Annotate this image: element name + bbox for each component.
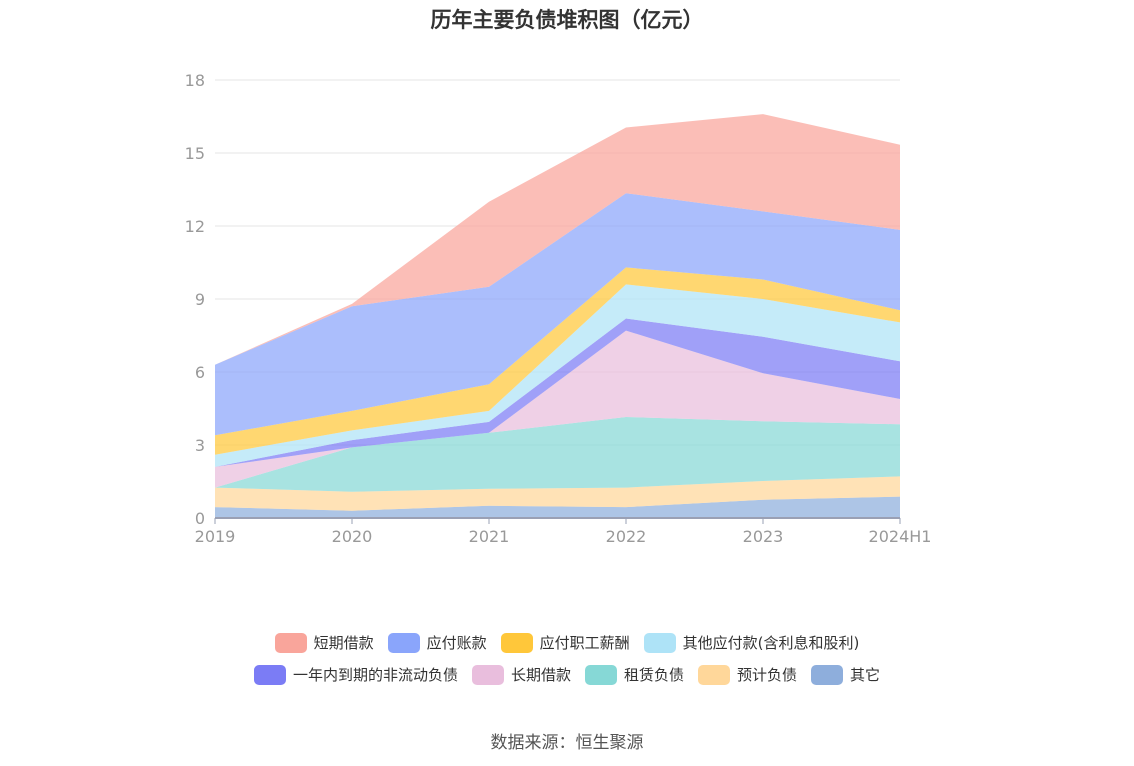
source-note: 数据来源：恒生聚源 xyxy=(490,733,644,753)
area-series-4 xyxy=(215,318,900,467)
legend-label: 一年内到期的非流动负债 xyxy=(292,666,458,684)
legend-swatch xyxy=(698,664,730,685)
legend-item[interactable]: 一年内到期的非流动负债 xyxy=(253,664,458,685)
y-tick-label: 0 xyxy=(195,509,205,528)
y-tick-label: 3 xyxy=(195,436,205,455)
legend-item[interactable]: 其他应付款(含利息和股利) xyxy=(643,632,860,653)
legend-item[interactable]: 预计负债 xyxy=(698,664,797,685)
legend-label: 应付账款 xyxy=(426,634,487,652)
chart-title: 历年主要负债堆积图（亿元） xyxy=(430,8,704,32)
legend-item[interactable]: 短期借款 xyxy=(274,632,374,653)
y-tick-label: 6 xyxy=(195,363,205,382)
area-series-1 xyxy=(215,476,900,511)
legend-swatch xyxy=(471,664,504,685)
legend-label: 短期借款 xyxy=(313,634,374,652)
legend-label: 租赁负债 xyxy=(623,666,684,684)
legend-label: 其它 xyxy=(850,666,881,684)
legend-item[interactable]: 其它 xyxy=(811,664,880,685)
area-series-8 xyxy=(215,114,900,365)
area-series-layer xyxy=(215,114,900,518)
legend-label: 预计负债 xyxy=(737,666,798,684)
legend-item[interactable]: 长期借款 xyxy=(471,664,571,685)
x-tick-label: 2023 xyxy=(743,527,784,546)
x-tick-label: 2022 xyxy=(606,527,647,546)
y-tick-label: 9 xyxy=(195,290,205,309)
area-series-0 xyxy=(215,496,900,518)
stacked-area-chart: 0 3 6 9 12 15 18 2019 2020 2021 2022 2023 2024H1 xyxy=(185,71,932,546)
legend-swatch xyxy=(387,632,420,653)
area-series-5 xyxy=(215,284,900,467)
legend-row-2: 一年内到期的非流动负债 长期借款 租赁负债 预计负债 其它 xyxy=(0,664,1134,685)
legend-swatch xyxy=(811,664,844,685)
legend-label: 长期借款 xyxy=(510,666,571,684)
legend-swatch xyxy=(643,632,676,653)
area-series-6 xyxy=(215,267,900,455)
area-series-7 xyxy=(215,193,900,436)
axes: 0 3 6 9 12 15 18 2019 2020 2021 2022 2023 2024H1 xyxy=(185,71,932,546)
x-tick-label: 2019 xyxy=(195,527,236,546)
legend-item[interactable]: 租赁负债 xyxy=(584,664,684,685)
area-series-2 xyxy=(215,417,900,492)
legend-item[interactable]: 应付职工薪酬 xyxy=(500,632,630,653)
x-tick-label: 2024H1 xyxy=(869,527,932,546)
legend-label: 其他应付款(含利息和股利) xyxy=(682,634,860,652)
legend-swatch xyxy=(500,632,533,653)
x-tick-label: 2021 xyxy=(469,527,510,546)
legend-label: 应付职工薪酬 xyxy=(539,634,630,652)
y-tick-label: 12 xyxy=(185,217,205,236)
legend-row-1: 短期借款 应付账款 应付职工薪酬 其他应付款(含利息和股利) xyxy=(0,632,1134,653)
y-tick-label: 18 xyxy=(185,71,205,90)
legend-swatch xyxy=(584,664,617,685)
legend-swatch xyxy=(274,632,307,653)
x-tick-label: 2020 xyxy=(332,527,373,546)
y-tick-label: 15 xyxy=(185,144,205,163)
area-series-3 xyxy=(215,330,900,488)
legend-swatch xyxy=(253,664,286,685)
legend-item[interactable]: 应付账款 xyxy=(387,632,487,653)
